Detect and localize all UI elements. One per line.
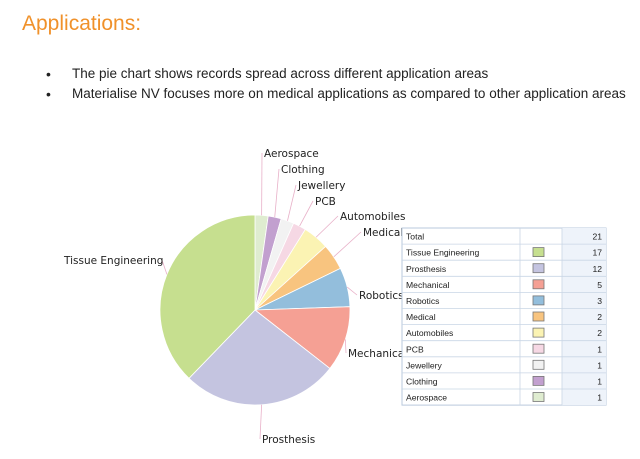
pie-label-tissue-engineering: Tissue Engineering: [63, 255, 163, 267]
legend-label: Aerospace: [406, 393, 447, 403]
legend-swatch-pcb: [532, 343, 545, 354]
pie-label-aerospace: Aerospace: [264, 148, 319, 160]
leader-line-tissue-engineering: [161, 259, 168, 275]
legend-swatch-jewellery: [532, 359, 545, 370]
leader-line-mechanical: [344, 339, 347, 354]
pie-label-clothing: Clothing: [281, 164, 325, 176]
legend-swatch-medical: [532, 311, 545, 322]
legend-label: PCB: [406, 344, 424, 354]
pie-label-robotics: Robotics: [359, 290, 404, 302]
legend-value: 17: [592, 248, 602, 258]
legend-swatch-aerospace: [532, 392, 545, 402]
legend-value-column: [562, 228, 606, 406]
legend-value: 21: [592, 232, 602, 242]
pie-label-automobiles: Automobiles: [340, 211, 405, 223]
legend-label: Tissue Engineering: [406, 248, 479, 258]
pie-label-prosthesis: Prosthesis: [262, 434, 315, 446]
legend-label: Automobiles: [406, 328, 453, 338]
legend-label: Total: [406, 232, 424, 242]
legend-value: 3: [597, 296, 602, 306]
pie-label-mechanical: Mechanical: [348, 348, 407, 360]
legend-label: Jewellery: [406, 360, 443, 370]
leader-line-jewellery: [287, 184, 297, 221]
legend-label: Robotics: [406, 296, 439, 306]
pie-label-pcb: PCB: [315, 196, 336, 208]
legend-swatch-automobiles: [532, 327, 545, 338]
page-title: Applications:: [22, 12, 142, 35]
legend-value: 2: [597, 328, 602, 338]
leader-line-robotics: [346, 286, 358, 296]
bullet-item: The pie chart shows records spread acros…: [46, 65, 631, 83]
legend-value: 12: [592, 264, 602, 274]
legend-swatch-mechanical: [532, 279, 545, 290]
leader-line-clothing: [274, 168, 280, 218]
legend-value: 2: [597, 312, 602, 322]
legend-value: 1: [597, 377, 602, 387]
legend-swatch-robotics: [532, 295, 545, 306]
bullet-item: Materialise NV focuses more on medical a…: [46, 85, 631, 103]
leader-line-pcb: [299, 200, 314, 227]
pie-slice-mechanical: [253, 306, 351, 370]
legend-label: Medical: [406, 312, 436, 322]
legend-value: 1: [597, 393, 602, 403]
bullet-list: The pie chart shows records spread acros…: [46, 65, 631, 105]
legend-label: Clothing: [406, 377, 438, 387]
legend-label: Mechanical: [406, 280, 450, 290]
legend-swatch-prosthesis: [532, 263, 545, 274]
pie-label-jewellery: Jewellery: [297, 180, 345, 192]
leader-line-prosthesis: [259, 404, 263, 440]
legend-value: 5: [597, 280, 602, 290]
legend-value: 1: [597, 360, 602, 370]
legend-swatch-tissue-engineering: [532, 247, 545, 258]
legend-value: 1: [597, 344, 602, 354]
pie-label-medical: Medical: [363, 227, 403, 239]
leader-line-medical: [333, 231, 362, 258]
legend-label: Prosthesis: [406, 264, 446, 274]
legend-swatch-clothing: [532, 375, 545, 386]
leader-line-automobiles: [315, 215, 339, 238]
